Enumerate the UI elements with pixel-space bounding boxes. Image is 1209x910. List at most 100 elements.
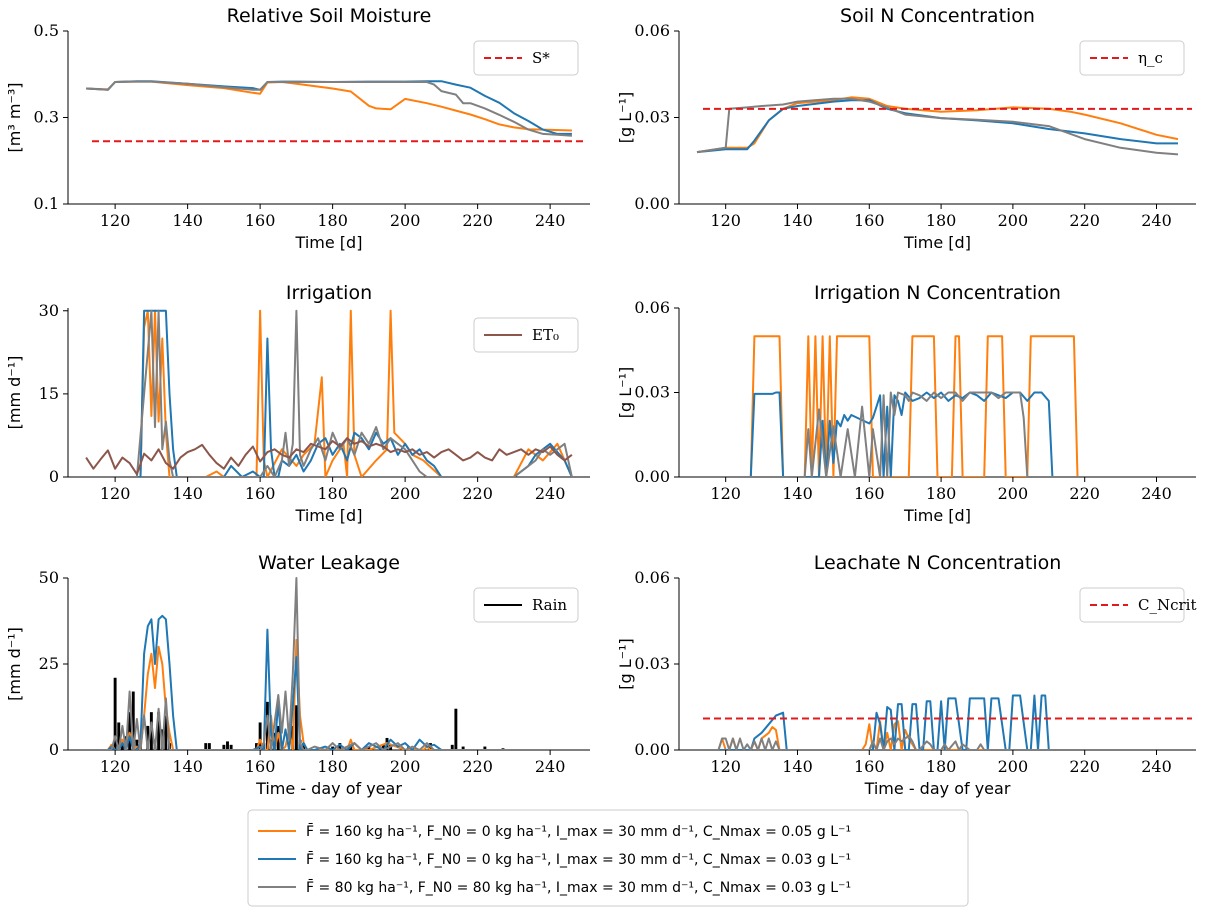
panel-1-xlabel: Time [d] xyxy=(295,233,363,252)
panel-5-ytick-label: 50 xyxy=(39,568,59,587)
panel-6-xtick-label: 180 xyxy=(926,757,957,776)
panel-5-rain-bar xyxy=(450,744,454,750)
panel-6-xtick-label: 160 xyxy=(854,757,885,776)
panel-3-xtick-label: 140 xyxy=(172,484,203,503)
panel-4-xtick-label: 220 xyxy=(1069,484,1100,503)
panel-3: Irrigation 120 140 160 180 200 220 240 0 15 30 Time… xyxy=(5,282,590,525)
panel-1-legend-frame xyxy=(473,40,579,76)
panel-4-xtick-label: 160 xyxy=(854,484,885,503)
panel-5-rain-bar xyxy=(131,691,135,750)
panel-2-legend-frame xyxy=(1079,40,1185,76)
panel-5-rain-bar xyxy=(157,712,161,750)
panel-2-plot-area xyxy=(696,96,1192,156)
panel-1-legend-label: S* xyxy=(532,49,550,67)
panel-5-rain-bar xyxy=(258,722,262,750)
panel-5-rain-bar xyxy=(222,744,226,750)
panel-4: Irrigation N Concentration 120 140 160 180 20… xyxy=(616,282,1196,525)
panel-1-title: Relative Soil Moisture xyxy=(227,5,432,27)
panel-2-xtick-label: 140 xyxy=(782,211,813,230)
panel-5-rain-bar xyxy=(461,746,465,750)
panel-5-rain-bar xyxy=(331,746,335,750)
panel-3-ylabel: [mm d⁻¹] xyxy=(5,356,24,430)
panel-5-series-1-line xyxy=(86,638,572,750)
panel-5: Water Leakage 120 140 160 180 200 220 240 0 25 50 T… xyxy=(5,552,590,798)
panel-1-ytick-label: 0.3 xyxy=(34,108,59,127)
panel-5-legend: Rain xyxy=(473,587,579,623)
panel-5-rain-bar xyxy=(294,705,298,750)
panel-3-legend-label: ET₀ xyxy=(532,326,559,344)
panel-3-xtick-label: 120 xyxy=(100,484,131,503)
panel-3-plot-area xyxy=(85,309,573,477)
panel-5-rain-bar xyxy=(276,725,280,750)
panel-4-title: Irrigation N Concentration xyxy=(814,282,1061,304)
panel-5-series-3-line xyxy=(86,577,572,750)
panel-3-series-2-line xyxy=(86,309,573,477)
panel-6: Leachate N Concentration 120 140 160 180 200 2… xyxy=(616,552,1197,798)
panel-6-ylabel: [g L⁻¹] xyxy=(616,638,635,690)
main-legend-label-2: F̄ = 160 kg ha⁻¹, F_N0 = 0 kg ha⁻¹, I_ma… xyxy=(306,850,851,868)
panel-5-xtick-label: 180 xyxy=(317,757,348,776)
panel-1-xtick-label: 220 xyxy=(462,211,493,230)
panel-5-rain-bar xyxy=(146,725,150,750)
panel-6-legend-label: C_Ncrit xyxy=(1138,596,1197,614)
panel-5-rain-bar xyxy=(149,712,153,750)
panel-1-xtick-label: 200 xyxy=(390,211,421,230)
panel-3-xtick-label: 200 xyxy=(390,484,421,503)
panel-5-legend-frame xyxy=(473,587,579,623)
panel-5-xtick-label: 160 xyxy=(245,757,276,776)
panel-2-series-3-line xyxy=(696,97,1179,156)
panel-1-series-2-line xyxy=(86,80,572,135)
panel-5-title: Water Leakage xyxy=(258,552,400,574)
panel-5-xtick-label: 220 xyxy=(462,757,493,776)
panel-6-ytick-label: 0.06 xyxy=(634,568,670,587)
panel-6-legend: C_Ncrit xyxy=(1079,587,1197,623)
panel-3-xlabel: Time [d] xyxy=(295,506,363,525)
panel-5-rain-bar xyxy=(454,708,458,750)
panel-5-xtick-label: 240 xyxy=(535,757,566,776)
panel-4-xtick-label: 200 xyxy=(998,484,1029,503)
panel-5-ytick-label: 0 xyxy=(49,740,59,759)
panel-1-ylabel: [m³ m⁻³] xyxy=(5,82,24,152)
panel-3-xtick-label: 160 xyxy=(245,484,276,503)
panel-5-legend-label: Rain xyxy=(532,596,567,614)
panel-2: Soil N Concentration 120 140 160 180 200 220 24… xyxy=(616,5,1196,252)
panel-6-xtick-label: 140 xyxy=(782,757,813,776)
panel-5-rain-bar xyxy=(483,746,487,750)
panel-5-xlabel: Time - day of year xyxy=(255,779,402,798)
panel-4-xtick-label: 120 xyxy=(710,484,741,503)
panel-6-title: Leachate N Concentration xyxy=(814,552,1062,574)
panel-1-xtick-label: 240 xyxy=(535,211,566,230)
panel-5-xtick-label: 140 xyxy=(172,757,203,776)
panel-4-ylabel: [g L⁻¹] xyxy=(616,367,635,419)
panel-2-xtick-label: 160 xyxy=(854,211,885,230)
panel-2-title: Soil N Concentration xyxy=(840,5,1035,27)
panel-4-ytick-label: 0.03 xyxy=(634,383,670,402)
main-legend-label-1: F̄ = 160 kg ha⁻¹, F_N0 = 0 kg ha⁻¹, I_ma… xyxy=(306,822,851,840)
panel-6-legend-frame xyxy=(1079,587,1185,623)
panel-3-xtick-label: 220 xyxy=(462,484,493,503)
panel-6-ytick-label: 0.03 xyxy=(634,654,670,673)
panel-5-rain-bar xyxy=(302,743,306,750)
panel-4-plot-area xyxy=(697,335,1178,477)
panel-5-rain-bar xyxy=(164,715,168,750)
panel-4-series-2-line xyxy=(697,391,1178,477)
main-legend-frame xyxy=(247,809,969,907)
panel-6-series-2-line xyxy=(697,694,1178,750)
panel-5-rain-bar xyxy=(128,712,132,750)
panel-6-series-3-line xyxy=(697,734,1178,750)
panel-6-ytick-label: 0.00 xyxy=(634,740,670,759)
panel-1: Relative Soil Moisture 120 140 160 180 200 220… xyxy=(5,5,590,252)
panel-3-xtick-label: 240 xyxy=(535,484,566,503)
panel-5-rain-bar xyxy=(255,743,258,750)
panel-1-xtick-label: 140 xyxy=(172,211,203,230)
panel-3-series-3-line xyxy=(86,309,573,477)
panel-5-rain-bar xyxy=(367,746,371,750)
panel-1-series-1-line xyxy=(86,80,572,132)
main-legend: F̄ = 160 kg ha⁻¹, F_N0 = 0 kg ha⁻¹, I_ma… xyxy=(247,809,969,907)
panel-5-rain-bar xyxy=(229,744,233,750)
panel-5-xtick-label: 200 xyxy=(390,757,421,776)
panel-3-ytick-label: 15 xyxy=(39,384,59,403)
panel-3-legend: ET₀ xyxy=(473,317,579,353)
panel-2-xlabel: Time [d] xyxy=(903,233,971,252)
